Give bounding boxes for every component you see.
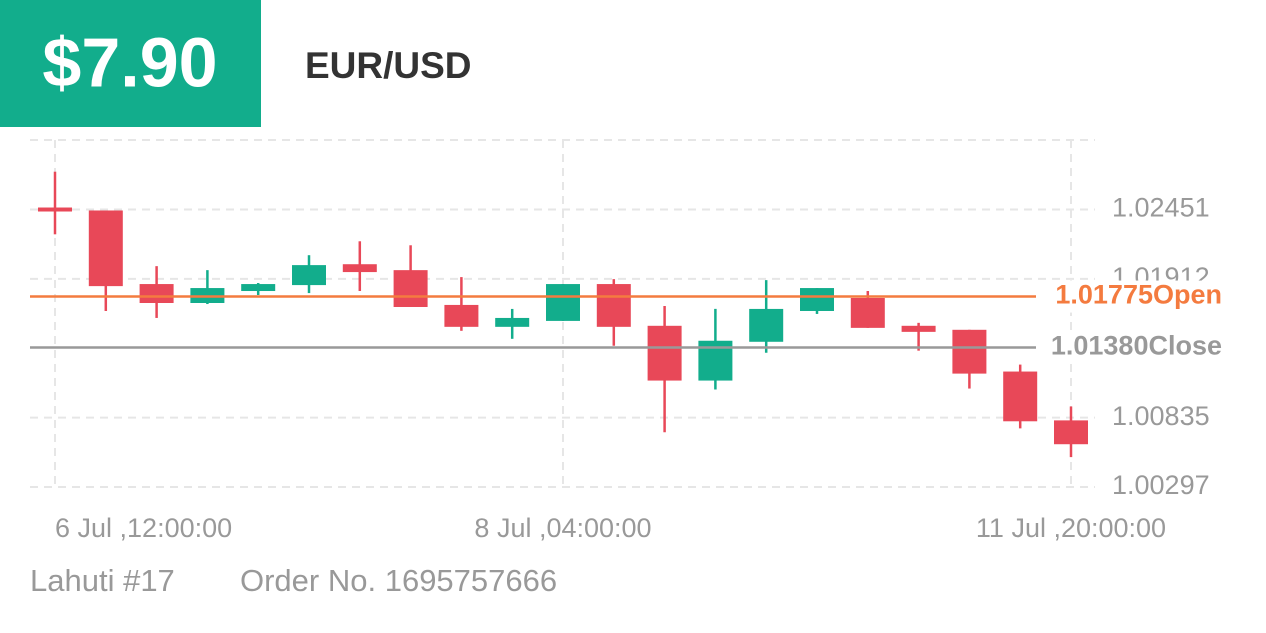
y-tick-label: 1.00297 [1112,470,1210,500]
x-tick-label: 11 Jul ,20:00:00 [976,513,1166,543]
candle-body [596,284,631,327]
candle-body [88,210,123,287]
price: $7.90 [42,23,217,101]
candle-body [393,270,428,307]
candle-body [241,284,276,292]
candle-body [546,284,580,321]
price-badge [0,0,261,127]
candle-body [444,304,479,327]
y-tick-label: 1.02451 [1112,193,1210,223]
label-background [1036,331,1266,364]
x-tick-label: 6 Jul ,12:00:00 [55,513,232,543]
candle-body [901,325,936,332]
x-tick-label: 8 Jul ,04:00:00 [474,513,651,543]
reference-label: 1.01380Close [1051,331,1222,361]
candle-body [139,284,174,303]
reference-label: 1.01775Open [1055,280,1222,310]
candle-body [342,264,377,273]
candle-body [800,288,834,311]
candle-body [952,329,987,374]
y-tick-label: 1.00835 [1112,401,1210,431]
candle-body [38,207,72,212]
order-number: Order No. 1695757666 [240,563,557,598]
candle-body [749,308,784,342]
candle-body [495,317,530,327]
reference-value: 1.01775 [1055,280,1153,310]
reference-name: Close [1148,331,1222,361]
candle-body [1003,371,1038,422]
candle-body [647,325,682,381]
candle-body [850,297,885,328]
account: Lahuti #17 [30,563,175,598]
reference-name: Open [1153,280,1222,310]
reference-value: 1.01380 [1051,331,1149,361]
candle-body [292,265,326,286]
candle-body [1054,420,1088,445]
pair: EUR/USD [305,45,472,86]
label-background [1036,280,1266,313]
